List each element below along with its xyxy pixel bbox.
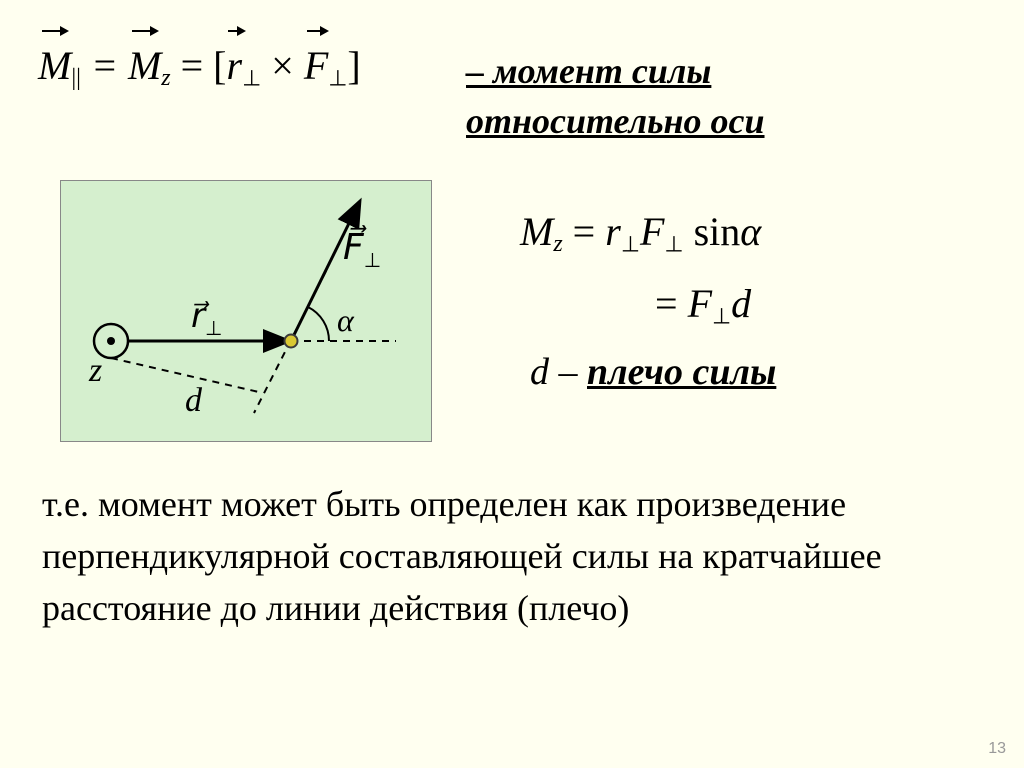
def1-text: момент силы	[493, 51, 711, 91]
f2-F: F	[688, 281, 712, 326]
alpha-arc	[308, 307, 329, 341]
f1-rp: ⊥	[621, 232, 640, 257]
formula-d-def: d – плечо силы	[530, 350, 776, 394]
vector-mz: M	[128, 42, 161, 89]
close-bracket: ]	[347, 43, 360, 88]
bottom-text: т.е. момент может быть определен как про…	[42, 484, 882, 628]
f1-Fp: ⊥	[664, 232, 683, 257]
diagram-svg: z r⃗⊥ F⃗⊥ α d	[61, 181, 431, 441]
eq2-bracket: = [	[181, 43, 227, 88]
f1-z: z	[553, 231, 562, 257]
f2-d: d	[731, 281, 751, 326]
f1-F: F	[640, 209, 664, 254]
top-formula: M|| = Mz = [r⊥ × F⊥]	[38, 42, 361, 92]
f1-m: M	[520, 209, 553, 254]
f1-r: r	[605, 209, 621, 254]
definition-line1: – момент силы	[466, 50, 711, 92]
f2-eq: =	[655, 281, 688, 326]
r-label: r⃗⊥	[191, 298, 222, 340]
f3-dash: –	[549, 351, 587, 393]
d-label: d	[185, 382, 203, 419]
f3-term: плечо силы	[587, 351, 776, 393]
z-label: z	[88, 352, 102, 389]
sym-m1: M	[38, 43, 71, 88]
formula-mz: Mz = r⊥F⊥ sinα	[520, 208, 761, 258]
diagram: z r⃗⊥ F⃗⊥ α d	[60, 180, 432, 442]
alpha-label: α	[337, 302, 355, 338]
sub-par: ||	[71, 65, 81, 91]
z-dot	[107, 337, 115, 345]
cross: ×	[261, 43, 304, 88]
vector-f: F	[304, 42, 328, 89]
sym-f: F	[304, 43, 328, 88]
f1-sin: sin	[694, 209, 741, 254]
sym-r: r	[227, 43, 243, 88]
perp-f: ⊥	[328, 66, 347, 91]
origin-point	[285, 335, 298, 348]
def2-text: относительно оси	[466, 101, 765, 141]
bottom-paragraph: т.е. момент может быть определен как про…	[42, 478, 982, 635]
perp-r: ⊥	[242, 66, 261, 91]
f1-alpha: α	[740, 209, 761, 254]
vector-r: r	[227, 42, 243, 89]
slide: M|| = Mz = [r⊥ × F⊥] – момент силы относ…	[0, 0, 1024, 768]
vector-m-par: M	[38, 42, 71, 89]
f2-Fp: ⊥	[712, 304, 731, 329]
sub-z: z	[161, 65, 170, 91]
f-label: F⃗⊥	[343, 224, 381, 272]
f3-d: d	[530, 351, 549, 393]
sym-m2: M	[128, 43, 161, 88]
dash: –	[466, 51, 493, 91]
eq1: =	[91, 43, 128, 88]
page-number: 13	[988, 740, 1006, 758]
f1-eq: =	[573, 209, 606, 254]
definition-line2: относительно оси	[466, 100, 765, 142]
formula-fd: = F⊥d	[655, 280, 751, 330]
